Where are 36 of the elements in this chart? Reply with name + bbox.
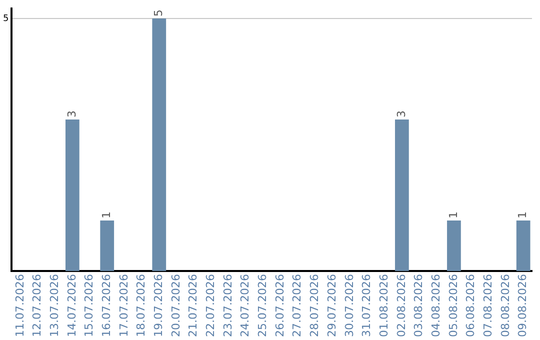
x-tick-label: 07.08.2026 — [482, 274, 495, 338]
x-tick-label: 08.08.2026 — [498, 274, 512, 338]
data-label: 1 — [516, 212, 530, 219]
x-tick-label: 23.07.2026 — [221, 274, 234, 338]
data-label: 1 — [100, 212, 113, 219]
x-tick-label: 21.07.2026 — [186, 274, 200, 338]
x-tick-label: 25.07.2026 — [256, 274, 270, 338]
data-label: 5 — [152, 10, 165, 16]
x-tick-label: 12.07.2026 — [30, 274, 44, 338]
x-tick-label: 02.08.2026 — [394, 274, 408, 338]
data-label: 1 — [446, 212, 460, 219]
x-tick-label: 14.07.2026 — [65, 274, 78, 338]
x-tick-label: 17.07.2026 — [117, 274, 130, 338]
x-tick-label: 15.07.2026 — [82, 274, 96, 338]
x-tick-label: 26.07.2026 — [273, 274, 286, 338]
x-tick-label: 16.07.2026 — [100, 274, 113, 338]
x-tick-label: 20.07.2026 — [169, 274, 182, 338]
x-tick-label: 27.07.2026 — [290, 274, 304, 338]
x-tick-label: 09.08.2026 — [516, 274, 530, 338]
data-label: 3 — [65, 110, 78, 118]
x-tick-label: 01.08.2026 — [377, 274, 390, 338]
x-tick-label: 11.07.2026 — [13, 274, 26, 338]
x-tick-label: 13.07.2026 — [48, 274, 61, 338]
x-tick-label: 22.07.2026 — [204, 274, 218, 338]
data-label: 3 — [394, 110, 408, 118]
x-tick-label: 03.08.2026 — [412, 274, 426, 338]
x-tick-label: 18.07.2026 — [134, 274, 148, 338]
x-tick-label: 24.07.2026 — [238, 274, 252, 338]
x-tick-label: 29.07.2026 — [325, 274, 338, 338]
x-tick-label: 28.07.2026 — [308, 274, 322, 338]
x-tick-label: 06.08.2026 — [464, 274, 478, 338]
x-tick-label: 19.07.2026 — [152, 274, 165, 338]
x-tick-label: 05.08.2026 — [446, 274, 460, 338]
x-tick-label: 04.08.2026 — [429, 274, 442, 338]
x-tick-label: 30.07.2026 — [342, 274, 356, 338]
x-tick-label: 31.07.2026 — [360, 274, 374, 338]
